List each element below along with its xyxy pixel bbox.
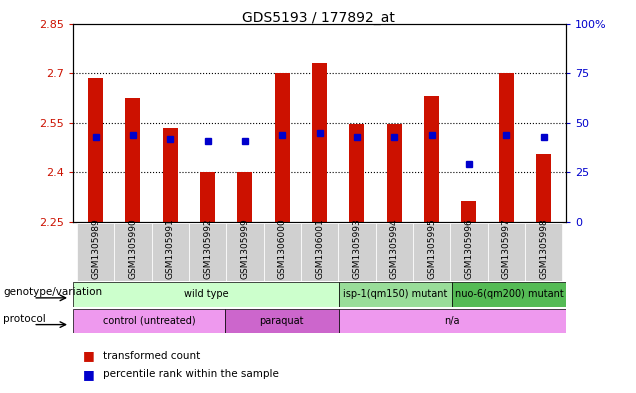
Bar [536,154,551,222]
Bar [338,223,376,281]
Bar [200,173,215,222]
Text: GSM1306001: GSM1306001 [315,219,324,279]
Text: GSM1305996: GSM1305996 [464,219,473,279]
Bar [73,282,338,307]
Text: GSM1305998: GSM1305998 [539,219,548,279]
Text: GSM1305999: GSM1305999 [240,219,249,279]
Text: paraquat: paraquat [259,316,304,326]
Bar [387,125,402,222]
Bar [413,223,450,281]
Text: GSM1305997: GSM1305997 [502,219,511,279]
Bar [376,223,413,281]
Bar [114,223,151,281]
Bar [73,309,225,333]
Bar [226,223,263,281]
Text: nuo-6(qm200) mutant: nuo-6(qm200) mutant [455,289,563,299]
Bar [525,223,562,281]
Bar [88,78,103,222]
Text: GSM1305989: GSM1305989 [91,219,100,279]
Bar [263,223,301,281]
Text: control (untreated): control (untreated) [102,316,195,326]
Bar [312,63,327,222]
Bar [452,282,566,307]
Text: GSM1305990: GSM1305990 [128,219,137,279]
Text: ■: ■ [83,349,94,362]
Bar [163,128,177,222]
Bar [424,96,439,222]
Text: wild type: wild type [184,289,228,299]
Text: ■: ■ [83,367,94,381]
Bar [349,125,364,222]
Bar [338,309,566,333]
Text: GSM1306000: GSM1306000 [278,219,287,279]
Text: GSM1305995: GSM1305995 [427,219,436,279]
Bar [237,173,252,222]
Bar [275,73,290,222]
Bar [151,223,189,281]
Bar [301,223,338,281]
Bar [225,309,338,333]
Text: percentile rank within the sample: percentile rank within the sample [103,369,279,379]
Text: transformed count: transformed count [103,351,200,361]
Text: GDS5193 / 177892_at: GDS5193 / 177892_at [242,11,394,25]
Text: n/a: n/a [445,316,460,326]
Bar [462,200,476,222]
Text: GSM1305993: GSM1305993 [352,219,361,279]
Bar [189,223,226,281]
Text: protocol: protocol [3,314,46,324]
Text: isp-1(qm150) mutant: isp-1(qm150) mutant [343,289,448,299]
Text: GSM1305991: GSM1305991 [166,219,175,279]
Text: genotype/variation: genotype/variation [3,287,102,297]
Bar [338,282,452,307]
Bar [77,223,114,281]
Bar [488,223,525,281]
Bar [499,73,514,222]
Text: GSM1305994: GSM1305994 [390,219,399,279]
Bar [450,223,488,281]
Bar [125,98,141,222]
Text: GSM1305992: GSM1305992 [203,219,212,279]
